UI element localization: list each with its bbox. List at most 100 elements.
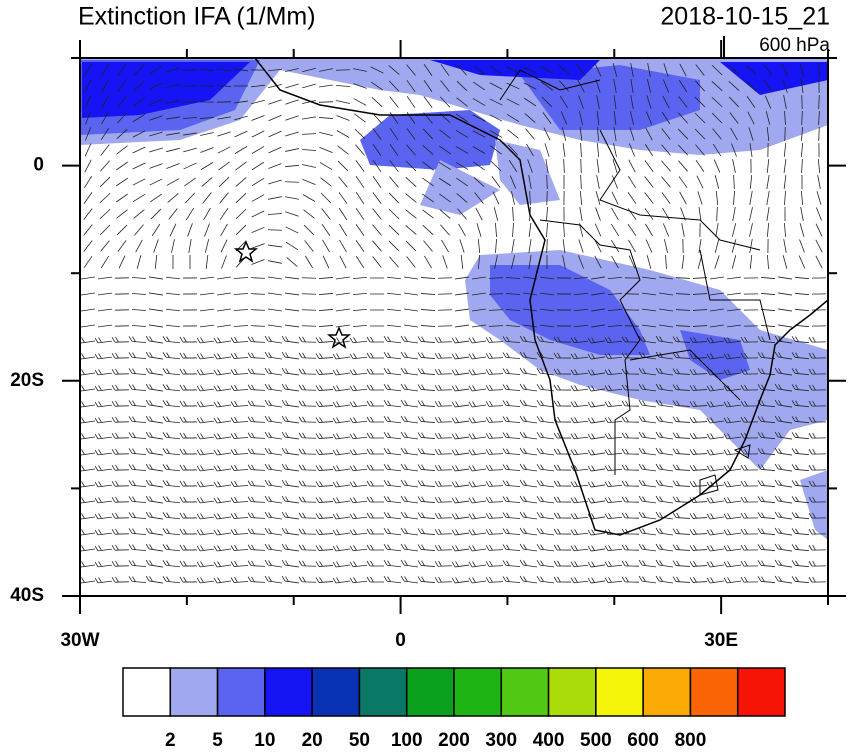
wind-barb <box>546 207 547 221</box>
wind-barb <box>184 163 197 169</box>
wind-barb <box>251 326 265 327</box>
colorbar-label: 5 <box>212 730 223 750</box>
wind-barb <box>95 417 112 422</box>
wind-barb <box>580 207 582 221</box>
colorbar-label: 500 <box>580 730 612 750</box>
wind-barb <box>469 577 486 582</box>
wind-barb <box>588 578 605 584</box>
wind-barb <box>299 481 316 487</box>
wind-barb <box>265 432 282 439</box>
wind-barb <box>248 529 265 535</box>
wind-barb <box>286 242 298 250</box>
wind-barb <box>336 293 350 295</box>
colorbar-label: 200 <box>438 730 470 750</box>
wind-barb <box>690 577 707 582</box>
wind-barb <box>486 561 503 566</box>
wind-barb <box>486 417 503 422</box>
wind-barb <box>197 417 214 422</box>
wind-barb <box>407 256 416 267</box>
wind-barb <box>265 368 282 375</box>
wind-barb <box>727 293 741 295</box>
wind-barb <box>337 131 349 138</box>
wind-barb <box>696 160 704 172</box>
wind-barb <box>809 337 826 342</box>
wind-barb <box>452 465 469 470</box>
wind-barb <box>231 481 248 486</box>
wind-barb <box>520 480 537 487</box>
wind-barb <box>214 530 231 536</box>
wind-barb <box>95 481 112 486</box>
wind-barb <box>469 465 486 470</box>
wind-barb <box>486 369 503 374</box>
wind-barb <box>597 159 599 173</box>
wind-barb <box>197 481 214 486</box>
wind-barb <box>554 577 571 582</box>
wind-barb <box>401 560 418 567</box>
wind-barb <box>95 401 112 406</box>
wind-barb <box>302 84 316 88</box>
wind-barb <box>639 496 656 503</box>
wind-barb <box>146 336 163 343</box>
wind-barb <box>355 129 365 139</box>
wind-barb <box>166 164 179 169</box>
wind-barb <box>356 256 364 268</box>
wind-barb <box>150 194 162 202</box>
wind-barb <box>337 146 348 155</box>
wind-barb <box>418 576 435 582</box>
wind-barb <box>350 513 367 518</box>
wind-barb <box>321 178 332 187</box>
wind-barb <box>197 401 214 406</box>
wind-barb <box>299 497 316 503</box>
wind-barb <box>137 255 141 268</box>
wind-barb <box>112 449 129 454</box>
wind-barb <box>197 513 214 518</box>
wind-barb <box>783 255 787 268</box>
wind-barb <box>639 576 656 583</box>
wind-barb <box>221 224 228 236</box>
wind-barb <box>478 239 479 253</box>
wind-barb <box>818 175 821 189</box>
wind-barb <box>758 496 775 502</box>
wind-barb <box>336 85 350 86</box>
wind-barb <box>248 369 265 375</box>
colorbar-box <box>596 668 643 716</box>
wind-barb <box>231 497 248 502</box>
wind-barb <box>129 544 146 550</box>
wind-barb <box>282 432 299 439</box>
wind-barb <box>767 223 768 237</box>
wind-barb <box>248 545 265 551</box>
wind-barb <box>282 464 299 471</box>
wind-barb <box>299 337 316 343</box>
colorbar-box <box>690 668 737 716</box>
wind-barb <box>132 293 146 294</box>
wind-barb <box>628 224 636 236</box>
wind-barb <box>333 386 350 392</box>
wind-barb <box>149 148 162 152</box>
wind-barb <box>321 193 331 203</box>
wind-barb <box>707 450 724 456</box>
wind-barb <box>333 530 350 536</box>
wind-barb <box>336 309 350 311</box>
wind-barb <box>339 208 347 220</box>
wind-barb <box>129 448 146 454</box>
wind-barb <box>132 309 146 310</box>
wind-barb <box>299 561 316 567</box>
wind-barb <box>697 176 703 189</box>
wind-barb <box>741 561 758 566</box>
wind-barb <box>319 117 333 118</box>
wind-barb <box>673 417 690 423</box>
wind-barb <box>734 175 735 189</box>
wind-barb <box>356 176 364 188</box>
wind-barb <box>180 433 197 438</box>
wind-barb <box>741 545 758 550</box>
wind-barb <box>117 210 128 219</box>
wind-barb <box>303 210 314 219</box>
wind-barb <box>180 481 197 486</box>
wind-barb <box>661 161 670 172</box>
wind-barb <box>81 293 95 295</box>
wind-barb <box>84 225 93 236</box>
wind-barb <box>163 464 180 470</box>
wind-barb <box>724 545 741 550</box>
wind-barb <box>792 464 809 470</box>
